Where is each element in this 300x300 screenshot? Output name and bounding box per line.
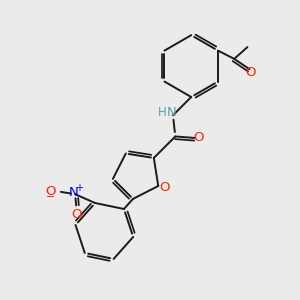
- Text: O: O: [194, 131, 204, 144]
- Text: O: O: [71, 208, 82, 221]
- Text: O: O: [46, 185, 56, 198]
- Text: O: O: [160, 181, 170, 194]
- Text: +: +: [75, 183, 83, 193]
- Text: O: O: [246, 66, 256, 79]
- Text: −: −: [46, 192, 56, 202]
- Text: H: H: [158, 106, 167, 119]
- Text: N: N: [167, 106, 176, 119]
- Text: N: N: [69, 186, 79, 199]
